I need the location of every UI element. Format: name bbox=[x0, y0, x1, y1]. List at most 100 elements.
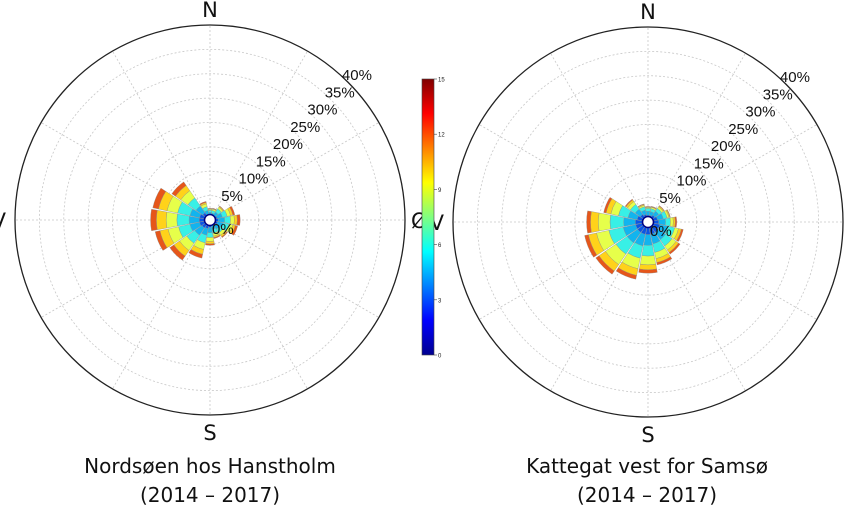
rose-bar-segment bbox=[586, 210, 592, 234]
polar-outer-circle bbox=[452, 26, 844, 418]
radial-tick-label: 30% bbox=[745, 104, 775, 121]
rose-bar-segment bbox=[205, 240, 215, 245]
radial-tick-label: 0% bbox=[212, 221, 234, 238]
radial-tick-label: 5% bbox=[659, 190, 681, 207]
direction-label-west: V bbox=[0, 209, 7, 233]
rose-bar-segment bbox=[656, 256, 673, 266]
rose-bar-segment bbox=[644, 206, 652, 208]
radial-tick-label: 30% bbox=[307, 102, 337, 119]
rose-bar-segment bbox=[199, 201, 207, 206]
caption-right-line1: Kattegat vest for Samsø bbox=[526, 454, 768, 478]
direction-label-north: N bbox=[202, 0, 218, 22]
grid-ring bbox=[476, 50, 820, 394]
rose-bar-segment bbox=[603, 197, 613, 214]
rose-bar-segment bbox=[156, 210, 168, 230]
caption-right: Kattegat vest for Samsø (2014 – 2017) bbox=[477, 452, 817, 510]
grid-spoke bbox=[647, 124, 818, 223]
direction-label-south: S bbox=[641, 423, 654, 447]
rose-bar-segment bbox=[640, 255, 656, 266]
rose-bar-segment bbox=[641, 244, 655, 257]
rose-bar-segment bbox=[645, 211, 651, 216]
rose-bar-segment bbox=[666, 209, 671, 218]
rose-bar-segment bbox=[165, 211, 178, 229]
caption-left-line1: Nordsøen hos Hanstholm bbox=[84, 454, 336, 478]
rose-bar-segment bbox=[233, 214, 238, 226]
rose-bar-segment bbox=[208, 210, 212, 213]
radial-tick-label: 25% bbox=[290, 119, 320, 136]
caption-right-line2: (2014 – 2017) bbox=[576, 483, 718, 507]
colorbar-tick-label: 9 bbox=[438, 188, 442, 194]
radial-tick-label: 40% bbox=[342, 67, 372, 84]
radial-tick-label: 10% bbox=[239, 171, 269, 188]
colorbar-tick-label: 3 bbox=[438, 298, 442, 304]
grid-spoke bbox=[209, 219, 308, 390]
rose-bar-segment bbox=[176, 213, 190, 227]
rose-bar-segment bbox=[221, 231, 228, 238]
colorbar-bar bbox=[421, 78, 435, 356]
rose-bar-segment bbox=[639, 263, 657, 270]
rose-center-hole bbox=[203, 213, 217, 227]
rose-bar-segment bbox=[590, 211, 600, 233]
grid-spoke bbox=[209, 50, 308, 221]
grid-spoke bbox=[209, 122, 380, 221]
radial-tick-label: 35% bbox=[763, 86, 793, 103]
rose-bar-segment bbox=[658, 205, 665, 212]
rose-bar-segment bbox=[219, 205, 225, 211]
rose-bar-segment bbox=[595, 255, 615, 275]
colorbar-tick-label: 12 bbox=[438, 133, 445, 139]
rose-bar-segment bbox=[584, 234, 598, 258]
colorbar-tick-label: 15 bbox=[438, 78, 445, 84]
radial-tick-label: 5% bbox=[221, 188, 243, 205]
direction-label-south: S bbox=[203, 421, 216, 445]
rose-bar-segment bbox=[236, 214, 241, 226]
radial-tick-label: 15% bbox=[694, 155, 724, 172]
rose-bar-segment bbox=[169, 244, 186, 261]
direction-label-north: N bbox=[640, 0, 656, 24]
rose-bar-segment bbox=[674, 216, 677, 228]
grid-spoke bbox=[550, 52, 649, 223]
colorbar-tick-label: 6 bbox=[438, 243, 442, 249]
rose-bar-segment bbox=[212, 207, 217, 211]
rose-bar-segment bbox=[615, 267, 637, 280]
radial-tick-label: 20% bbox=[711, 138, 741, 155]
radial-tick-label: 25% bbox=[728, 121, 758, 138]
colorbar-tick-label: 0 bbox=[438, 354, 442, 360]
rose-bar-segment bbox=[676, 228, 684, 242]
radial-tick-label: 0% bbox=[650, 223, 672, 240]
rose-bar-segment bbox=[171, 181, 187, 197]
rose-bar-segment bbox=[154, 230, 168, 251]
rose-bar-segment bbox=[213, 234, 221, 239]
rose-bar-segment bbox=[207, 208, 213, 210]
rose-bar-segment bbox=[150, 208, 158, 232]
rose-bar-segment bbox=[205, 243, 215, 246]
wind-rose-left: 0%5%10%15%20%25%30%35%40%NSVØ bbox=[0, 0, 428, 445]
grid-spoke bbox=[647, 52, 746, 223]
rose-bar-segment bbox=[598, 212, 611, 232]
caption-left-line2: (2014 – 2017) bbox=[139, 483, 281, 507]
caption-left: Nordsøen hos Hanstholm (2014 – 2017) bbox=[40, 452, 380, 510]
rose-bar-segment bbox=[188, 249, 203, 259]
radial-tick-label: 20% bbox=[273, 136, 303, 153]
grid-spoke bbox=[209, 219, 380, 318]
rose-bar-segment bbox=[231, 225, 238, 236]
grid-ring bbox=[38, 48, 382, 392]
rose-bar-segment bbox=[645, 208, 651, 212]
grid-ring bbox=[501, 75, 795, 369]
rose-bar-segment bbox=[229, 205, 235, 216]
grid-ring bbox=[63, 73, 357, 367]
rose-bar-segment bbox=[638, 268, 658, 274]
radial-tick-label: 40% bbox=[780, 69, 810, 86]
rose-bar-segment bbox=[624, 198, 634, 208]
rose-bar-segment bbox=[668, 242, 681, 255]
radial-tick-label: 35% bbox=[325, 84, 355, 101]
radial-tick-label: 10% bbox=[677, 173, 707, 190]
radial-tick-label: 15% bbox=[256, 153, 286, 170]
rose-bar-segment bbox=[651, 206, 657, 210]
grid-spoke bbox=[112, 50, 211, 221]
wind-rose-right: 0%5%10%15%20%25%30%35%40%NSVØ bbox=[430, 0, 844, 447]
rose-bar-segment bbox=[637, 203, 645, 208]
rose-center-hole bbox=[641, 215, 655, 229]
rose-bar-segment bbox=[152, 187, 167, 210]
polar-outer-circle bbox=[14, 24, 406, 416]
